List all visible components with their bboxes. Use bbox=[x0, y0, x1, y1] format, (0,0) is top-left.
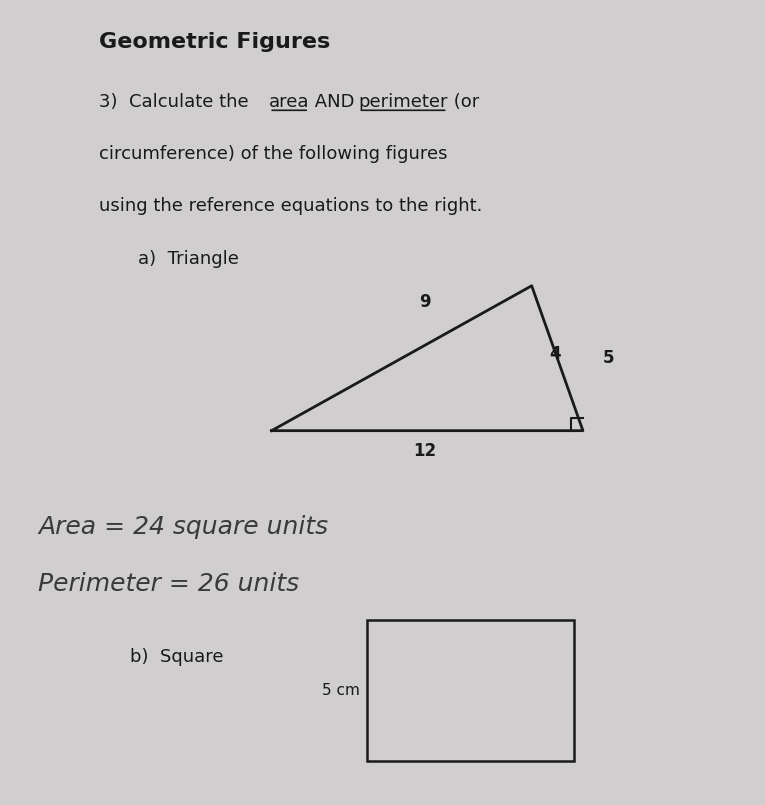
Text: area: area bbox=[269, 93, 310, 110]
Text: (or: (or bbox=[448, 93, 479, 110]
Text: a)  Triangle: a) Triangle bbox=[138, 250, 239, 267]
Text: b)  Square: b) Square bbox=[130, 648, 223, 666]
Text: 9: 9 bbox=[418, 293, 431, 311]
Text: 3)  Calculate the: 3) Calculate the bbox=[99, 93, 255, 110]
Bar bbox=[367, 620, 574, 761]
Text: Geometric Figures: Geometric Figures bbox=[99, 32, 330, 52]
Text: circumference) of the following figures: circumference) of the following figures bbox=[99, 145, 448, 163]
Text: 5 cm: 5 cm bbox=[321, 683, 360, 698]
Text: Area = 24 square units: Area = 24 square units bbox=[38, 515, 328, 539]
Text: 4: 4 bbox=[549, 345, 561, 363]
Text: 5: 5 bbox=[602, 349, 614, 367]
Text: Perimeter = 26 units: Perimeter = 26 units bbox=[38, 572, 299, 596]
Text: AND: AND bbox=[309, 93, 360, 110]
Text: 12: 12 bbox=[413, 442, 436, 460]
Text: perimeter: perimeter bbox=[359, 93, 448, 110]
Text: using the reference equations to the right.: using the reference equations to the rig… bbox=[99, 197, 483, 215]
